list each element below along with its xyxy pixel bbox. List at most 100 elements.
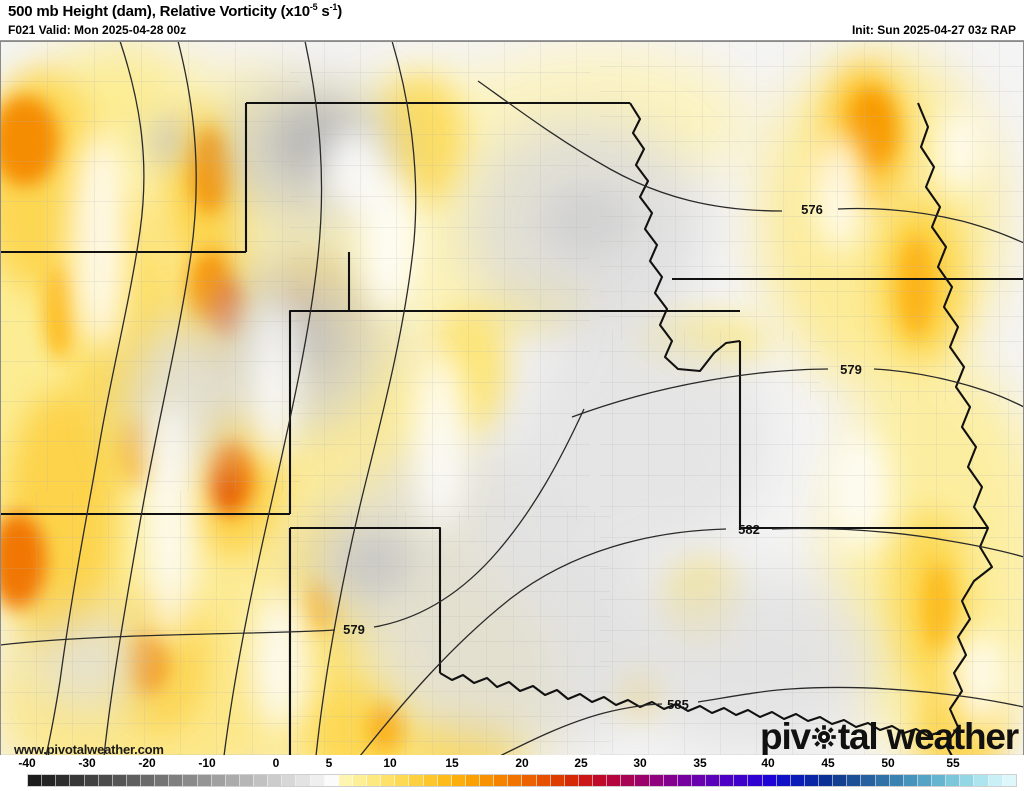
colorbar-gradient-strip[interactable] bbox=[27, 774, 1017, 787]
colorbar-swatch bbox=[819, 775, 834, 786]
colorbar-swatch bbox=[126, 775, 141, 786]
colorbar[interactable]: -40 -30 -20 -10 0 5 10 15 20 25 30 35 40 45 50 55 bbox=[0, 755, 1024, 791]
colorbar-swatch bbox=[480, 775, 495, 786]
colorbar-swatch bbox=[917, 775, 932, 786]
model-init-label: Init: Sun 2025-04-27 03z RAP bbox=[851, 23, 1016, 37]
state-border-ok-panhandle-west bbox=[288, 252, 351, 514]
colorbar-swatch bbox=[536, 775, 551, 786]
colorbar-swatch bbox=[367, 775, 382, 786]
colorbar-swatch bbox=[706, 775, 721, 786]
contour-line-west-3 bbox=[223, 41, 323, 756]
colorbar-swatch bbox=[239, 775, 254, 786]
contour-line-west-2 bbox=[103, 41, 197, 756]
brand-text-part2: tal weather bbox=[837, 716, 1019, 757]
title-exponent-1: -5 bbox=[309, 2, 318, 12]
page-title: 500 mb Height (dam), Relative Vorticity … bbox=[8, 2, 342, 21]
colorbar-swatch bbox=[70, 775, 85, 786]
contour-line-582-left bbox=[359, 528, 727, 756]
colorbar-swatch bbox=[211, 775, 226, 786]
colorbar-tick-label: -10 bbox=[198, 756, 216, 770]
colorbar-swatch bbox=[84, 775, 99, 786]
colorbar-swatch bbox=[268, 775, 283, 786]
colorbar-swatch bbox=[875, 775, 890, 786]
colorbar-swatch bbox=[621, 775, 636, 786]
contour-label-582: 582 bbox=[738, 522, 760, 537]
contour-line-west-4 bbox=[315, 41, 417, 756]
colorbar-swatch bbox=[635, 775, 650, 786]
colorbar-swatch bbox=[932, 775, 947, 786]
county-boundaries-layer bbox=[0, 41, 1024, 756]
colorbar-swatch bbox=[649, 775, 664, 786]
colorbar-swatch bbox=[254, 775, 269, 786]
colorbar-swatch bbox=[776, 775, 791, 786]
site-url-watermark: www.pivotalweather.com bbox=[14, 742, 164, 757]
colorbar-swatch bbox=[112, 775, 127, 786]
state-boundaries-layer bbox=[0, 101, 1024, 756]
colorbar-swatch bbox=[282, 775, 297, 786]
contour-line-579-east-left bbox=[571, 368, 829, 418]
colorbar-swatch bbox=[225, 775, 240, 786]
colorbar-tick-label: 30 bbox=[633, 756, 647, 770]
colorbar-swatch bbox=[946, 775, 961, 786]
colorbar-swatch bbox=[790, 775, 805, 786]
colorbar-swatch bbox=[748, 775, 763, 786]
title-end-text: ) bbox=[337, 3, 342, 20]
contour-line-585-left bbox=[499, 703, 663, 756]
colorbar-swatch bbox=[42, 775, 57, 786]
colorbar-swatch bbox=[861, 775, 876, 786]
contour-line-579-east-right bbox=[873, 368, 1024, 408]
contour-line-576-right bbox=[837, 207, 1024, 244]
colorbar-swatch bbox=[465, 775, 480, 786]
colorbar-tick-label: 10 bbox=[383, 756, 397, 770]
colorbar-swatch bbox=[804, 775, 819, 786]
colorbar-tick-label: 15 bbox=[445, 756, 459, 770]
title-main-text: 500 mb Height (dam), Relative Vorticity … bbox=[8, 3, 310, 20]
contour-label-579-west: 579 bbox=[343, 622, 365, 637]
colorbar-swatch bbox=[197, 775, 212, 786]
colorbar-tick-label: 5 bbox=[325, 756, 333, 770]
state-border-missouri-river bbox=[629, 102, 741, 373]
colorbar-tick-label: 45 bbox=[821, 756, 835, 770]
contour-line-582-right bbox=[771, 527, 1024, 558]
title-exponent-2: -1 bbox=[329, 2, 338, 12]
colorbar-swatch bbox=[324, 775, 339, 786]
colorbar-swatch bbox=[960, 775, 975, 786]
colorbar-tick-label: 0 bbox=[272, 756, 280, 770]
contour-line-579-west-left bbox=[0, 629, 336, 646]
colorbar-swatch bbox=[395, 775, 410, 786]
title-mid-text: s bbox=[317, 3, 330, 20]
colorbar-swatch bbox=[98, 775, 113, 786]
colorbar-swatch bbox=[889, 775, 904, 786]
colorbar-swatch bbox=[451, 775, 466, 786]
colorbar-tick-label: 25 bbox=[574, 756, 588, 770]
colorbar-swatch bbox=[183, 775, 198, 786]
contour-line-576-left bbox=[477, 80, 783, 212]
colorbar-tick-label: -20 bbox=[138, 756, 156, 770]
brand-watermark: piv tal weather bbox=[760, 716, 1019, 758]
forecast-map[interactable]: 576 579 582 585 579 bbox=[0, 40, 1024, 756]
colorbar-swatch bbox=[974, 775, 989, 786]
colorbar-swatch bbox=[296, 775, 311, 786]
colorbar-swatch bbox=[352, 775, 367, 786]
height-contours-layer bbox=[0, 41, 1024, 756]
colorbar-tick-label: 55 bbox=[946, 756, 960, 770]
colorbar-tick-label: -30 bbox=[78, 756, 96, 770]
contour-label-585: 585 bbox=[667, 697, 689, 712]
colorbar-swatch bbox=[28, 775, 43, 786]
colorbar-swatch bbox=[691, 775, 706, 786]
colorbar-swatch bbox=[663, 775, 678, 786]
colorbar-tick-label: -40 bbox=[18, 756, 36, 770]
colorbar-tick-label: 35 bbox=[693, 756, 707, 770]
contour-line-west-1 bbox=[45, 41, 145, 756]
colorbar-tick-label: 20 bbox=[515, 756, 529, 770]
colorbar-swatch bbox=[423, 775, 438, 786]
colorbar-swatch bbox=[56, 775, 71, 786]
colorbar-swatch bbox=[409, 775, 424, 786]
colorbar-swatch bbox=[141, 775, 156, 786]
colorbar-swatch bbox=[720, 775, 735, 786]
contour-label-579-east: 579 bbox=[840, 362, 862, 377]
colorbar-tick-label: 50 bbox=[881, 756, 895, 770]
contour-label-576: 576 bbox=[801, 202, 823, 217]
colorbar-tick-labels: -40 -30 -20 -10 0 5 10 15 20 25 30 35 40 45 50 55 bbox=[0, 755, 1024, 773]
